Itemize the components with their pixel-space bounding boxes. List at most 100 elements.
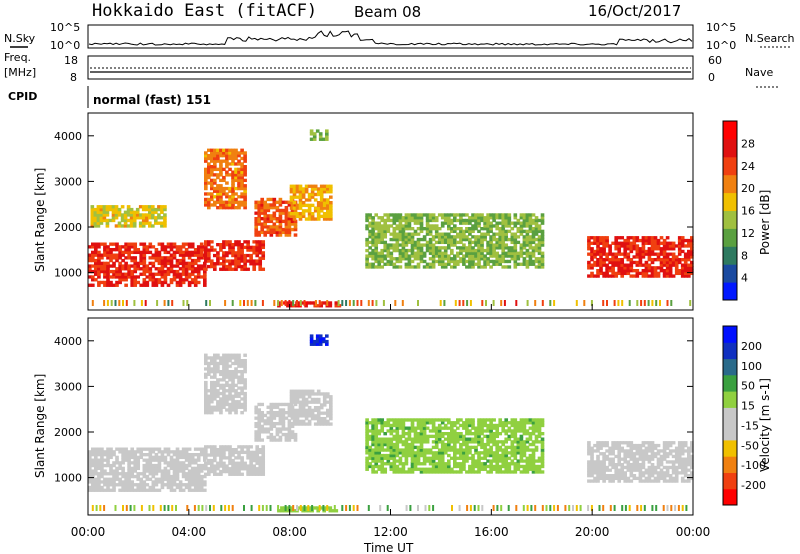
heatmap-cell bbox=[620, 244, 625, 248]
heatmap-cell bbox=[605, 454, 609, 459]
heatmap-cell bbox=[483, 262, 487, 266]
heatmap-cell bbox=[130, 256, 135, 260]
heatmap-cell bbox=[298, 392, 303, 396]
heatmap-cell bbox=[516, 235, 521, 239]
heatmap-cell bbox=[650, 260, 655, 265]
heatmap-cell bbox=[647, 300, 650, 306]
heatmap-cell bbox=[151, 207, 155, 212]
heatmap-cell bbox=[653, 274, 658, 278]
heatmap-cell bbox=[175, 453, 180, 457]
heatmap-cell bbox=[240, 251, 244, 255]
heatmap-cell bbox=[237, 206, 241, 210]
heatmap-cell bbox=[269, 206, 274, 210]
heatmap-cell bbox=[263, 206, 268, 210]
heatmap-cell bbox=[175, 472, 180, 476]
heatmap-cell bbox=[596, 441, 600, 445]
heatmap-cell bbox=[322, 397, 327, 402]
heatmap-cell bbox=[626, 266, 631, 270]
heatmap-cell bbox=[290, 432, 295, 437]
heatmap-cell bbox=[392, 445, 397, 450]
heatmap-cell bbox=[266, 416, 271, 420]
heatmap-cell bbox=[392, 237, 397, 242]
heatmap-cell bbox=[172, 269, 177, 274]
heatmap-cell bbox=[260, 197, 265, 202]
heatmap-cell bbox=[90, 224, 95, 228]
heatmap-cell bbox=[593, 465, 597, 470]
heatmap-cell bbox=[304, 392, 309, 396]
heatmap-cell bbox=[163, 245, 168, 249]
heatmap-cell bbox=[210, 170, 214, 174]
heatmap-cell bbox=[243, 203, 247, 207]
heatmap-cell bbox=[106, 261, 110, 266]
heatmap-cell bbox=[166, 283, 171, 287]
heatmap-cell bbox=[169, 466, 174, 471]
heatmap-cell bbox=[319, 422, 324, 426]
heatmap-cell bbox=[486, 453, 490, 458]
heatmap-cell bbox=[690, 266, 694, 270]
heatmap-cell bbox=[210, 173, 214, 177]
heatmap-cell bbox=[513, 448, 518, 452]
heatmap-cell bbox=[456, 218, 460, 223]
heatmap-cell bbox=[489, 265, 493, 269]
heatmap-cell bbox=[292, 184, 297, 188]
heatmap-cell bbox=[605, 274, 609, 278]
colorbar-tick-label: 28 bbox=[741, 137, 755, 150]
heatmap-cell bbox=[480, 456, 484, 460]
heatmap-cell bbox=[525, 232, 530, 236]
heatmap-cell bbox=[377, 240, 382, 245]
heatmap-cell bbox=[374, 440, 379, 444]
heatmap-cell bbox=[243, 170, 247, 174]
heatmap-cell bbox=[207, 162, 211, 166]
heatmap-cell bbox=[269, 435, 274, 440]
heatmap-cell bbox=[139, 450, 144, 454]
heatmap-cell bbox=[522, 259, 527, 264]
heatmap-cell bbox=[228, 461, 232, 465]
heatmap-cell bbox=[166, 485, 171, 490]
heatmap-cell bbox=[203, 488, 207, 492]
heatmap-cell bbox=[96, 224, 101, 228]
heatmap-cell bbox=[97, 242, 101, 246]
heatmap-cell bbox=[325, 132, 329, 136]
heatmap-cell bbox=[231, 151, 235, 155]
heatmap-cell bbox=[617, 468, 622, 472]
heatmap-cell bbox=[178, 283, 183, 287]
heatmap-cell bbox=[207, 192, 211, 196]
heatmap-cell bbox=[468, 221, 472, 225]
heatmap-cell bbox=[178, 453, 183, 457]
heatmap-cell bbox=[240, 458, 244, 463]
heatmap-cell bbox=[450, 432, 454, 436]
heatmap-cell bbox=[522, 262, 527, 266]
heatmap-cell bbox=[319, 187, 324, 191]
heatmap-cell bbox=[293, 208, 298, 213]
heatmap-cell bbox=[222, 467, 226, 471]
heatmap-cell bbox=[629, 249, 634, 254]
heatmap-cell bbox=[395, 235, 400, 239]
heatmap-cell bbox=[222, 391, 226, 396]
heatmap-cell bbox=[404, 227, 409, 231]
heatmap-cell bbox=[136, 450, 141, 454]
heatmap-cell bbox=[100, 450, 104, 454]
heatmap-cell bbox=[181, 267, 186, 271]
heatmap-cell bbox=[477, 464, 481, 469]
heatmap-cell bbox=[540, 453, 545, 458]
heatmap-cell bbox=[213, 408, 217, 412]
heatmap-cell bbox=[210, 397, 214, 401]
heatmap-cell bbox=[204, 197, 208, 202]
heatmap-cell bbox=[425, 240, 430, 245]
heatmap-cell bbox=[531, 459, 536, 463]
heatmap-cell bbox=[219, 197, 223, 202]
heatmap-cell bbox=[304, 414, 309, 418]
heatmap-cell bbox=[528, 243, 533, 247]
heatmap-cell bbox=[243, 380, 247, 385]
heatmap-cell bbox=[677, 260, 682, 265]
heatmap-cell bbox=[513, 421, 518, 425]
heatmap-cell bbox=[319, 392, 324, 396]
heatmap-cell bbox=[605, 441, 609, 445]
heatmap-cell bbox=[124, 256, 128, 260]
heatmap-cell bbox=[474, 221, 478, 225]
heatmap-cell bbox=[151, 272, 156, 276]
heatmap-cell bbox=[647, 255, 652, 259]
heatmap-cell bbox=[278, 227, 283, 232]
heatmap-cell bbox=[485, 300, 487, 306]
heatmap-cell bbox=[605, 443, 609, 448]
